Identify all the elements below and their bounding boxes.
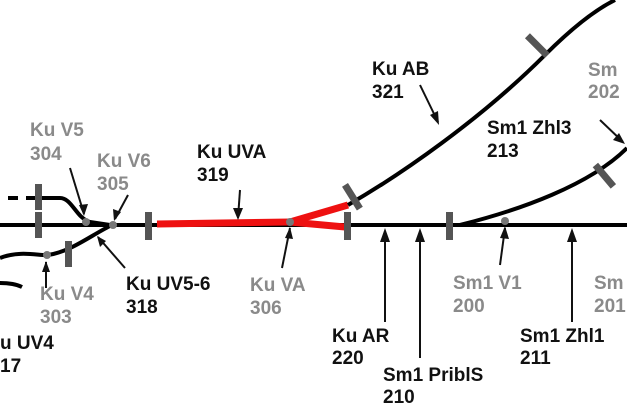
marker bbox=[524, 33, 550, 59]
label-ku-v4-num: 303 bbox=[40, 307, 72, 328]
right-branch-track bbox=[459, 146, 627, 227]
bottom-left-track bbox=[0, 281, 23, 289]
arrowhead bbox=[415, 228, 425, 242]
switch-dot bbox=[286, 218, 294, 226]
route-highlight-switch-upper bbox=[289, 201, 349, 226]
label-ku-ar-num: 220 bbox=[332, 348, 364, 369]
label-sm1-right-num: 201 bbox=[594, 296, 626, 317]
label-ku-v5-num: 304 bbox=[30, 144, 62, 165]
label-ku-ar-name: Ku AR bbox=[332, 326, 390, 347]
arrowhead bbox=[233, 208, 243, 220]
label-sm1-top-right-name: Sm bbox=[588, 60, 618, 81]
arrowhead bbox=[613, 133, 625, 144]
label-sm1-pribls-name: Sm1 PriblS bbox=[383, 365, 483, 386]
label-ku-v4-name: Ku V4 bbox=[40, 284, 94, 305]
label-ku-uva-num: 319 bbox=[197, 165, 229, 186]
label-ku-uva-name: Ku UVA bbox=[197, 142, 267, 163]
ku-ab-branch-track bbox=[347, 0, 616, 207]
label-sm1-right-name: Sm bbox=[594, 273, 624, 294]
marker bbox=[446, 212, 453, 240]
label-ku-va-name: Ku VA bbox=[250, 275, 306, 296]
arrowhead bbox=[97, 236, 106, 247]
arrowhead bbox=[380, 228, 390, 242]
marker bbox=[35, 184, 42, 210]
arrowhead bbox=[42, 261, 50, 272]
arrowhead bbox=[113, 209, 121, 221]
label-ku-uv56-name: Ku UV5-6 bbox=[126, 274, 210, 295]
label-sm1-zhl3-name: Sm1 Zhl3 bbox=[487, 118, 571, 139]
lower-left-track bbox=[0, 224, 111, 260]
label-ku-uv56-num: 318 bbox=[126, 297, 158, 318]
label-sm1-v1-name: Sm1 V1 bbox=[453, 273, 522, 294]
switch-dot bbox=[109, 221, 117, 229]
label-ku-ab-name: Ku AB bbox=[372, 59, 429, 80]
label-sm1-top-right-num: 202 bbox=[588, 82, 620, 103]
label-ku-va-num: 306 bbox=[250, 298, 282, 319]
label-sm1-pribls-num: 210 bbox=[383, 387, 415, 404]
marker bbox=[65, 241, 72, 267]
arrowhead bbox=[567, 228, 577, 242]
switch-dot bbox=[43, 251, 51, 259]
marker bbox=[35, 212, 42, 238]
label-ku-v5-name: Ku V5 bbox=[30, 120, 84, 141]
arrowhead bbox=[79, 204, 88, 216]
label-sm1-zhl3-num: 213 bbox=[487, 141, 519, 162]
arrow-heads bbox=[42, 111, 625, 272]
label-ku-uv4-num: 17 bbox=[0, 356, 21, 377]
label-sm1-zhl1-num: 211 bbox=[520, 348, 551, 369]
label-sm1-zhl1-name: Sm1 Zhl1 bbox=[520, 326, 605, 347]
label-ku-v6-num: 305 bbox=[97, 174, 129, 195]
label-ku-uv4-name: u UV4 bbox=[0, 333, 54, 354]
arrowhead bbox=[285, 227, 293, 239]
route-highlight-switch-lower bbox=[289, 218, 346, 231]
upper-left-crossover-track bbox=[40, 196, 111, 227]
arrowhead bbox=[430, 111, 439, 125]
switch-dot bbox=[501, 217, 509, 225]
track-markers bbox=[35, 33, 617, 267]
marker bbox=[145, 212, 152, 240]
marker bbox=[342, 183, 363, 211]
marker bbox=[592, 162, 617, 189]
switch-dots bbox=[43, 217, 509, 259]
label-ku-ab-num: 321 bbox=[372, 82, 404, 103]
marker bbox=[344, 212, 351, 240]
switch-dot bbox=[82, 218, 90, 226]
label-sm1-v1-num: 200 bbox=[453, 296, 485, 317]
label-ku-v6-name: Ku V6 bbox=[97, 151, 151, 172]
route-highlight bbox=[156, 218, 291, 228]
arrowhead bbox=[500, 226, 509, 239]
